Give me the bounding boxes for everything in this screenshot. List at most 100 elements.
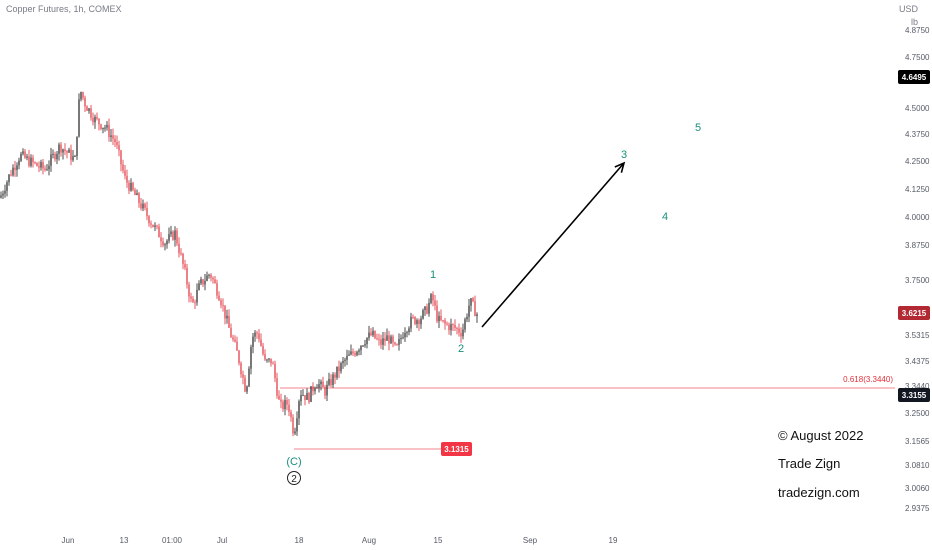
- candle-body: [118, 145, 120, 151]
- candle-body: [430, 294, 432, 303]
- y-tick-label: 4.0000: [905, 213, 930, 222]
- candle-body: [354, 353, 356, 356]
- candle-body: [364, 344, 366, 346]
- candle-body: [154, 225, 156, 228]
- candle-body: [192, 298, 194, 303]
- candle-body: [164, 244, 166, 246]
- candle-body: [36, 162, 38, 167]
- x-tick-label: 18: [295, 536, 304, 545]
- candle-body: [174, 230, 176, 240]
- candle-body: [376, 338, 378, 340]
- candle-body: [104, 127, 106, 129]
- candle-body: [342, 360, 344, 364]
- candle-body: [246, 386, 248, 392]
- candle-body: [190, 296, 192, 299]
- candle-body: [314, 388, 316, 392]
- candle-body: [238, 350, 240, 364]
- candle-body: [166, 240, 168, 245]
- candle-body: [58, 144, 60, 154]
- unit-measure: lb: [910, 17, 918, 27]
- candle-body: [296, 418, 298, 432]
- candle-body: [418, 320, 420, 325]
- candle-body: [196, 289, 198, 303]
- candle-body: [468, 305, 470, 317]
- candle-body: [388, 335, 390, 344]
- candle-body: [150, 223, 152, 225]
- candle-body: [322, 381, 324, 388]
- candle-body: [62, 149, 64, 153]
- candle-body: [284, 399, 286, 410]
- candle-body: [30, 157, 32, 166]
- candle-body: [92, 117, 94, 123]
- candle-body: [274, 363, 276, 379]
- candle-body: [444, 320, 446, 324]
- candle-body: [212, 277, 214, 280]
- y-tick-label: 3.0810: [905, 461, 930, 470]
- candle-body: [316, 387, 318, 389]
- candle-body: [436, 305, 438, 322]
- candle-body: [54, 153, 56, 160]
- candle-body: [126, 175, 128, 183]
- candle-body: [70, 149, 72, 161]
- candle-body: [412, 316, 414, 318]
- candle-body: [458, 328, 460, 333]
- candle-body: [8, 174, 10, 183]
- candle-body: [122, 164, 124, 171]
- wave-label-5: 5: [695, 122, 701, 134]
- candle-body: [168, 234, 170, 241]
- candle-body: [20, 153, 22, 161]
- candle-body: [44, 168, 46, 170]
- candle-body: [64, 149, 66, 151]
- credit-author: Trade Zign: [778, 456, 841, 471]
- candle-body: [112, 135, 114, 139]
- candle-body: [80, 92, 82, 100]
- candle-body: [170, 231, 172, 235]
- candle-body: [46, 169, 48, 171]
- candle-body: [366, 337, 368, 345]
- candle-body: [188, 284, 190, 297]
- candle-body: [298, 401, 300, 419]
- candle-body: [32, 157, 34, 163]
- candle-body: [406, 332, 408, 334]
- candle-body: [178, 243, 180, 254]
- x-tick-label: 19: [609, 536, 618, 545]
- candle-body: [384, 338, 386, 341]
- candle-body: [182, 253, 184, 265]
- candle-body: [248, 368, 250, 387]
- candle-body: [448, 324, 450, 331]
- candle-body: [294, 431, 296, 434]
- circled-wave-label: 2: [291, 474, 297, 485]
- candle-body: [408, 328, 410, 333]
- candle-body: [244, 377, 246, 392]
- y-tick-label: 4.5000: [905, 104, 930, 113]
- candle-body: [82, 92, 84, 98]
- candle-body: [50, 154, 52, 166]
- wave-label-3: 3: [621, 149, 627, 161]
- candle-body: [422, 310, 424, 319]
- candle-body: [260, 339, 262, 346]
- candle-body: [208, 274, 210, 276]
- candle-body: [310, 386, 312, 402]
- candle-body: [136, 193, 138, 195]
- candle-body: [90, 108, 92, 118]
- candle-body: [434, 300, 436, 306]
- candle-body: [172, 231, 174, 240]
- candle-body: [100, 124, 102, 129]
- candle-body: [300, 395, 302, 402]
- candle-body: [24, 151, 26, 158]
- candle-body: [286, 399, 288, 405]
- candle-body: [396, 344, 398, 346]
- candle-body: [252, 336, 254, 347]
- candle-body: [220, 300, 222, 306]
- candle-body: [338, 366, 340, 372]
- candle-body: [144, 203, 146, 208]
- candle-body: [218, 295, 220, 301]
- candle-body: [160, 237, 162, 242]
- candle-body: [402, 337, 404, 339]
- candle-body: [356, 351, 358, 356]
- candle-body: [214, 279, 216, 284]
- candle-body: [282, 401, 284, 410]
- y-tick-label: 3.0060: [905, 484, 930, 493]
- candle-body: [12, 167, 14, 176]
